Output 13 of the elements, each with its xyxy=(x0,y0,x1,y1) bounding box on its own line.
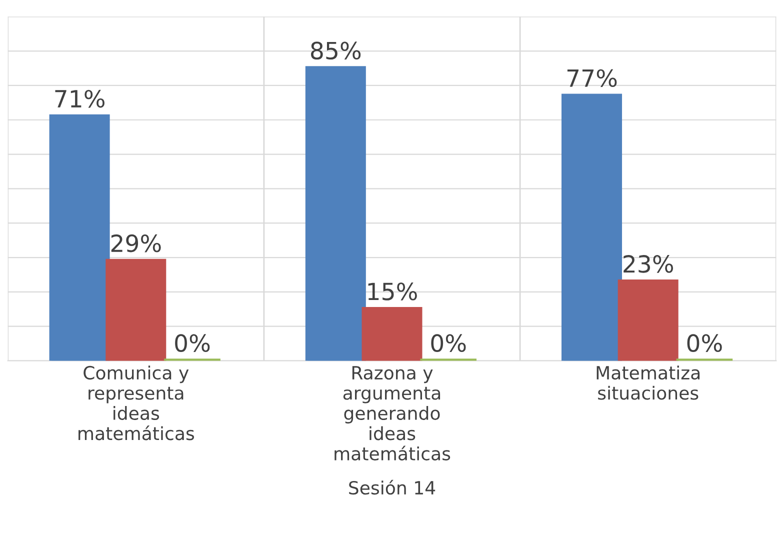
data-label: 0% xyxy=(431,334,466,352)
x-tick-label: Razona y argumenta generando ideas matemáticas xyxy=(334,366,450,460)
data-label: 77% xyxy=(567,69,617,88)
x-tick-label: Matematiza situaciones xyxy=(596,366,700,400)
data-label: 85% xyxy=(311,42,361,60)
data-label: 71% xyxy=(55,90,104,108)
data-label: 0% xyxy=(175,334,210,352)
data-label: 15% xyxy=(368,282,417,300)
data-label: 0% xyxy=(687,334,722,352)
data-label: 29% xyxy=(111,234,161,252)
x-tick-label: Comunica y representa ideas matemáticas xyxy=(78,366,194,440)
data-label: 23% xyxy=(624,255,674,273)
x-axis-title: Sesión 14 xyxy=(349,480,436,495)
